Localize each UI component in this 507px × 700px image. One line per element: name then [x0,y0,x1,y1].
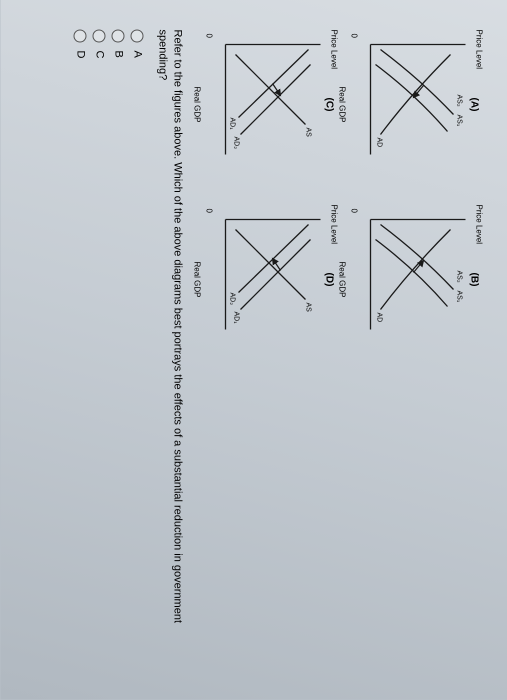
panel-c: (C) AS AD₁ AD₂ Price Level Real GDP 0 [203,30,333,180]
origin-label: 0 [205,209,214,213]
panel-b: (B) AS₂ AS₁ AD Price Level Real GDP 0 [348,205,478,355]
panel-a-xlabel: Real GDP [338,86,347,122]
panel-c-label: (C) [324,98,335,112]
svg-text:AD₁: AD₁ [229,118,236,131]
panel-a: (A) AS₂ AS₁ AD Price Level Real GDP 0 [348,30,478,180]
option-c[interactable]: C [93,30,106,670]
svg-text:AS₂: AS₂ [456,271,463,283]
answer-options: A B C D [74,30,144,670]
chart-grid: (A) AS₂ AS₁ AD Price Level Real GDP 0 (B… [203,30,478,670]
panel-a-label: (A) [469,98,480,112]
radio-icon[interactable] [93,30,106,43]
panel-d-ylabel: Price Level [330,205,339,245]
svg-text:AD₁: AD₁ [233,312,240,325]
panel-b-ylabel: Price Level [475,205,484,245]
svg-text:AD₂: AD₂ [229,293,236,306]
option-a[interactable]: A [131,30,144,670]
radio-icon[interactable] [74,30,87,43]
option-b-label: B [112,51,124,58]
option-c-label: C [93,51,105,59]
panel-b-xlabel: Real GDP [338,261,347,297]
worksheet-page: (A) AS₂ AS₁ AD Price Level Real GDP 0 (B… [1,0,507,700]
svg-text:AD: AD [376,138,383,148]
panel-d-label: (D) [324,273,335,287]
panel-d-svg: AS AD₁ AD₂ [211,215,321,345]
origin-label: 0 [350,34,359,38]
panel-b-label: (B) [469,273,480,287]
svg-text:AD₂: AD₂ [233,137,240,150]
panel-a-ylabel: Price Level [475,30,484,70]
origin-label: 0 [350,209,359,213]
origin-label: 0 [205,34,214,38]
option-a-label: A [131,51,143,58]
svg-text:AS: AS [305,128,312,138]
svg-text:AS₁: AS₁ [456,291,463,303]
svg-text:AS₁: AS₁ [456,115,463,127]
panel-d-xlabel: Real GDP [193,261,202,297]
panel-d: (D) AS AD₁ AD₂ Price Level Real GDP 0 [203,205,333,355]
panel-a-svg: AS₂ AS₁ AD [356,40,466,170]
radio-icon[interactable] [112,30,125,43]
option-d-label: D [74,51,86,59]
svg-text:AD: AD [376,313,383,323]
svg-text:AS: AS [305,303,312,313]
panel-c-ylabel: Price Level [330,30,339,70]
radio-icon[interactable] [131,30,144,43]
question-text: Refer to the figures above. Which of the… [154,30,185,670]
panel-c-xlabel: Real GDP [193,86,202,122]
svg-text:AS₂: AS₂ [456,95,463,107]
panel-b-svg: AS₂ AS₁ AD [356,215,466,345]
option-b[interactable]: B [112,30,125,670]
panel-c-svg: AS AD₁ AD₂ [211,40,321,170]
option-d[interactable]: D [74,30,87,670]
